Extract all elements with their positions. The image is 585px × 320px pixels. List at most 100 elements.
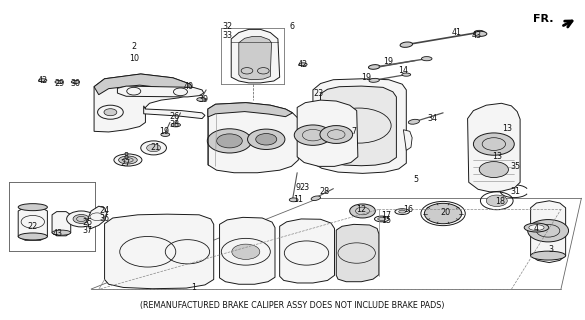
Text: 16: 16 (403, 205, 413, 214)
Text: 41: 41 (452, 28, 462, 37)
Ellipse shape (402, 73, 411, 76)
Ellipse shape (18, 204, 47, 211)
Ellipse shape (474, 30, 484, 35)
Text: 13: 13 (503, 124, 512, 132)
Ellipse shape (369, 65, 380, 69)
Text: 33: 33 (222, 31, 232, 40)
Ellipse shape (114, 154, 142, 166)
Text: 19: 19 (362, 73, 371, 82)
Text: 42: 42 (37, 76, 48, 85)
Circle shape (67, 211, 96, 227)
Ellipse shape (18, 233, 47, 240)
Circle shape (73, 214, 90, 223)
Text: 20: 20 (441, 208, 450, 217)
Text: FR.: FR. (534, 14, 554, 24)
Text: 26: 26 (170, 113, 180, 122)
Ellipse shape (399, 210, 406, 213)
Circle shape (104, 109, 117, 116)
Polygon shape (531, 201, 566, 263)
Text: 21: 21 (150, 143, 160, 152)
Polygon shape (336, 224, 379, 282)
Text: 18: 18 (495, 197, 505, 206)
Ellipse shape (119, 156, 137, 164)
Text: 28: 28 (319, 188, 330, 196)
Polygon shape (144, 106, 205, 119)
Ellipse shape (290, 198, 298, 202)
Circle shape (294, 125, 332, 145)
Text: 12: 12 (356, 205, 366, 214)
Circle shape (216, 134, 242, 148)
Polygon shape (404, 130, 412, 150)
Ellipse shape (197, 98, 206, 101)
Polygon shape (231, 29, 280, 83)
Text: 9: 9 (296, 183, 301, 192)
Text: 2: 2 (131, 42, 136, 52)
Ellipse shape (400, 42, 412, 47)
Polygon shape (297, 100, 358, 166)
Text: 38: 38 (170, 120, 180, 130)
Polygon shape (118, 86, 204, 97)
Polygon shape (105, 214, 214, 289)
Circle shape (320, 125, 353, 143)
Text: 34: 34 (428, 114, 438, 123)
Polygon shape (94, 74, 193, 95)
Text: 10: 10 (129, 53, 139, 62)
Ellipse shape (421, 57, 432, 61)
Polygon shape (239, 36, 271, 80)
Text: 4: 4 (534, 224, 539, 233)
Polygon shape (304, 130, 313, 150)
Text: 35: 35 (510, 162, 521, 171)
Text: 17: 17 (381, 211, 391, 220)
Ellipse shape (524, 223, 549, 232)
Circle shape (247, 129, 285, 149)
Circle shape (486, 195, 507, 206)
Text: 42: 42 (298, 60, 308, 69)
Ellipse shape (71, 80, 80, 84)
Text: 24: 24 (99, 206, 109, 215)
Text: 29: 29 (54, 79, 64, 88)
Ellipse shape (311, 196, 321, 201)
Circle shape (256, 133, 277, 145)
Text: 1: 1 (191, 283, 196, 292)
Text: 7: 7 (351, 127, 356, 136)
Text: 5: 5 (414, 175, 419, 184)
Circle shape (232, 244, 260, 260)
Polygon shape (467, 103, 520, 192)
Circle shape (338, 115, 382, 139)
Polygon shape (313, 79, 407, 173)
Ellipse shape (55, 80, 63, 84)
Circle shape (207, 129, 252, 153)
Polygon shape (219, 217, 275, 284)
Circle shape (350, 204, 376, 218)
Text: 8: 8 (123, 152, 128, 161)
Ellipse shape (529, 225, 544, 230)
Text: 27: 27 (121, 159, 130, 168)
Text: 39: 39 (199, 95, 209, 104)
Ellipse shape (474, 31, 487, 36)
Polygon shape (18, 207, 47, 240)
Text: (REMANUFACTURED BRAKE CALIPER ASSY DOES NOT INCLUDE BRAKE PADS): (REMANUFACTURED BRAKE CALIPER ASSY DOES … (140, 301, 445, 310)
Text: 30: 30 (70, 79, 80, 88)
Text: 15: 15 (381, 216, 391, 225)
Ellipse shape (395, 209, 409, 214)
Text: 3: 3 (548, 245, 553, 254)
Text: 31: 31 (511, 188, 521, 196)
Ellipse shape (369, 78, 380, 82)
Ellipse shape (52, 230, 71, 235)
Text: 36: 36 (99, 214, 109, 223)
Text: 22: 22 (27, 222, 38, 231)
Polygon shape (208, 103, 298, 173)
Circle shape (479, 162, 508, 178)
Circle shape (424, 203, 462, 224)
Text: 23: 23 (314, 89, 324, 98)
Text: 40: 40 (184, 82, 194, 91)
Polygon shape (208, 103, 292, 117)
Circle shape (147, 144, 161, 152)
Text: 19: 19 (383, 57, 393, 66)
Polygon shape (321, 86, 397, 166)
Text: 11: 11 (293, 195, 304, 204)
Text: 37: 37 (82, 226, 92, 235)
Text: 6: 6 (290, 22, 295, 31)
Text: 43: 43 (53, 229, 63, 238)
Ellipse shape (161, 132, 170, 136)
